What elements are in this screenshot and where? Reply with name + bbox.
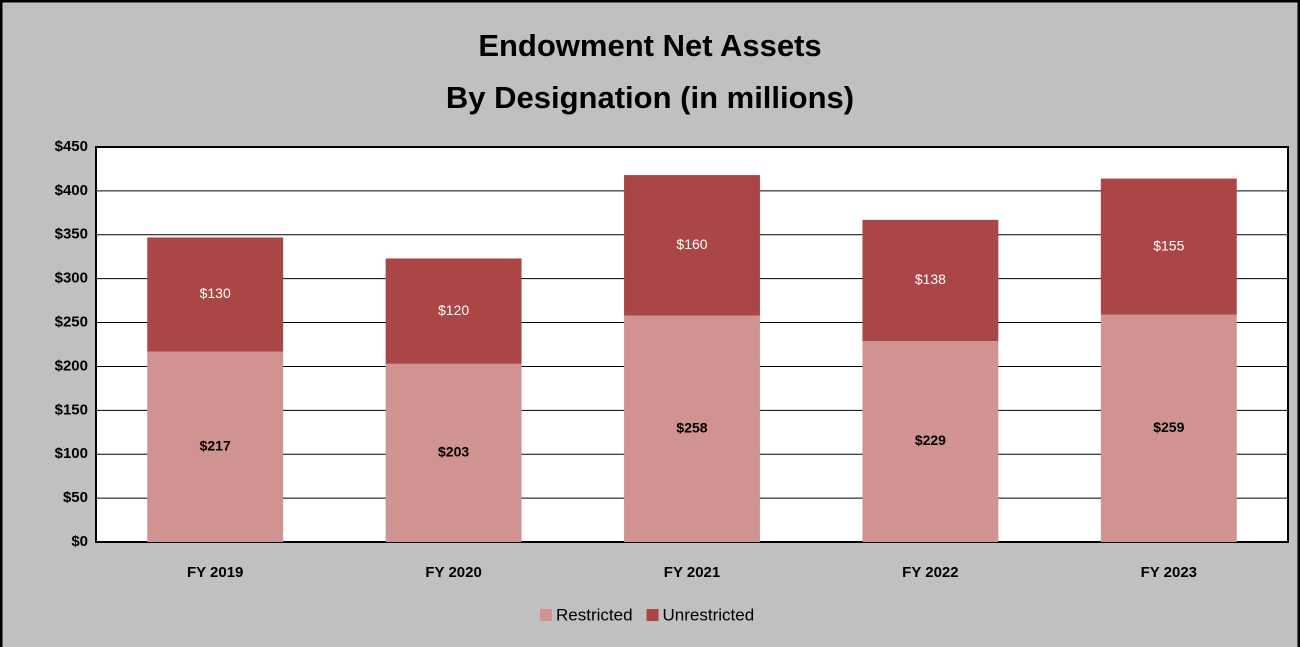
bar-segment [385,363,522,542]
data-label: $160 [676,236,707,252]
data-label: $258 [676,419,707,435]
data-label: $120 [438,302,469,318]
data-label: $138 [915,271,946,287]
y-tick-label: $400 [55,182,88,199]
bar-segment [862,340,999,542]
x-tick-label: FY 2019 [187,564,243,581]
data-label: $229 [915,432,946,448]
y-tick-label: $300 [55,270,88,287]
x-tick-label: FY 2020 [425,564,481,581]
x-tick-label: FY 2023 [1141,564,1197,581]
data-label: $130 [200,285,231,301]
data-label: $203 [438,444,469,460]
bar-segment [624,315,760,542]
chart-subtitle: By Designation (in millions) [446,80,854,115]
x-tick-label: FY 2021 [664,564,720,581]
y-tick-label: $50 [63,489,88,506]
data-label: $217 [200,437,231,453]
y-tick-label: $100 [55,445,88,462]
bar-segment [385,258,522,364]
bar-segment [147,351,284,542]
legend-swatch [646,609,659,621]
y-tick-label: $150 [55,401,88,418]
legend-label: Unrestricted [663,605,755,624]
y-tick-label: $350 [55,226,88,243]
bar-segment [1100,314,1237,542]
y-tick-label: $450 [55,138,88,155]
y-tick-label: $0 [71,533,88,550]
x-tick-label: FY 2022 [902,564,958,581]
y-tick-label: $250 [55,314,88,331]
chart-title: Endowment Net Assets [478,28,821,63]
data-label: $259 [1153,419,1184,435]
data-label: $155 [1153,237,1184,253]
bar-segment [624,175,760,316]
legend-swatch [540,609,552,621]
bar-segment [147,237,284,352]
y-tick-label: $200 [55,357,88,374]
bar-segment [1100,178,1237,315]
bar-segment [862,219,999,341]
legend-label: Restricted [556,605,633,624]
